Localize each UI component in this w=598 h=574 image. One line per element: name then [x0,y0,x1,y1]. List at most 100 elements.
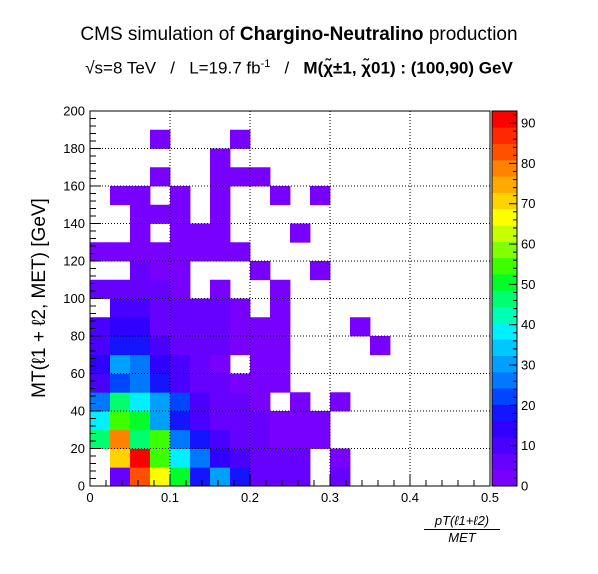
heatmap-cell [250,373,271,393]
x-tick-label: 0.1 [161,490,179,505]
heatmap-cell [290,429,311,449]
y-tick-label: 40 [71,404,85,419]
heatmap-cell [110,373,131,393]
heatmap-cell [130,279,151,299]
heatmap-cell [230,298,251,318]
heatmap-cell [210,467,231,487]
heatmap-cell [230,411,251,431]
x-tick-label: 0.2 [241,490,259,505]
heatmap-cell [230,242,251,262]
heatmap-cell [290,392,311,412]
heatmap-cell [190,223,211,243]
grid-lines [90,111,490,486]
heatmap-cell [270,373,291,393]
separator-2: / [284,58,290,78]
heatmap-cell [210,336,231,356]
heatmap-cell [170,204,191,224]
heatmap-cell [370,336,391,356]
heatmap-cell [150,429,171,449]
chart-subtitle: √s=8 TeV / L=19.7 fb-1 / M(χ̃±1, χ̃01) :… [0,58,598,79]
color-scale-label: 40 [521,317,535,332]
heatmap-cell [130,354,151,374]
lumi-exponent: -1 [260,58,271,70]
heatmap-cell [210,204,231,224]
heatmap-cell [90,411,111,431]
y-axis-title: MT(ℓ1 + ℓ2, MET) [GeV] [29,198,50,398]
heatmap-cell [290,411,311,431]
color-scale-label: 20 [521,398,535,413]
heatmap-cell [270,186,291,206]
heatmap-cell [250,317,271,337]
heatmap-cell [130,186,151,206]
heatmap-cell [170,429,191,449]
heatmap-cell [330,467,351,487]
heatmap-cells [90,129,391,487]
heatmap-cell [210,354,231,374]
x-tick-label: 0.4 [401,490,419,505]
heatmap-cell [270,467,291,487]
heatmap-cell [190,298,211,318]
color-scale-band [492,111,517,128]
heatmap-cell [170,223,191,243]
heatmap-cell [230,429,251,449]
heatmap-cell [90,279,111,299]
x-axis-ticks: 0 0.1 0.2 0.3 0.4 0.5 [86,475,499,505]
y-tick-label: 60 [71,366,85,381]
heatmap-cell [230,336,251,356]
color-scale-band [492,404,517,422]
heatmap-cell [190,373,211,393]
color-scale-band [492,453,517,471]
color-scale-label: 90 [521,116,535,131]
heatmap-cell [170,411,191,431]
color-scale-band [492,469,517,487]
heatmap-cell [310,261,331,281]
heatmap-cell [110,467,131,487]
heatmap-cell [170,448,191,468]
heatmap-cell [170,186,191,206]
y-tick-label: 0 [78,479,85,494]
color-scale-band [492,176,517,193]
heatmap-cell [170,242,191,262]
heatmap-cell [230,129,251,149]
lumi-label: L=19.7 fb [189,58,261,78]
color-scale-label: 10 [521,438,535,453]
color-scale-band [492,127,517,144]
y-tick-label: 80 [71,329,85,344]
color-scale-band [492,371,517,389]
heatmap-cell [230,467,251,487]
heatmap-cell [270,411,291,431]
color-scale-label: 50 [521,277,535,292]
heatmap-cell [150,279,171,299]
color-scale-label: 70 [521,196,535,211]
heatmap-cell [190,354,211,374]
color-scale-frame [491,110,518,487]
heatmap-cell [210,429,231,449]
heatmap-cell [250,448,271,468]
heatmap-cell [110,429,131,449]
color-scale [492,111,517,487]
heatmap-cell [170,336,191,356]
heatmap-cell [130,467,151,487]
heatmap-cell [150,317,171,337]
heatmap-cell [270,429,291,449]
heatmap-cell [210,411,231,431]
heatmap-cell [210,186,231,206]
color-scale-band [492,306,517,324]
color-scale-band [492,274,517,291]
heatmap-cell [250,354,271,374]
heatmap-cell [110,242,131,262]
heatmap-cell [190,467,211,487]
heatmap-cell [110,448,131,468]
y-axis-ticks: 0 20 40 60 80 100 120 140 160 180 200 [63,104,101,494]
color-scale-label: 80 [521,156,535,171]
heatmap-cell [130,204,151,224]
heatmap-cell [130,429,151,449]
heatmap-cell [150,167,171,187]
heatmap-cell [310,429,331,449]
heatmap-cell [150,411,171,431]
heatmap-cell [170,261,191,281]
heatmap-cell [290,448,311,468]
heatmap-cell [250,429,271,449]
heatmap-cell [150,204,171,224]
